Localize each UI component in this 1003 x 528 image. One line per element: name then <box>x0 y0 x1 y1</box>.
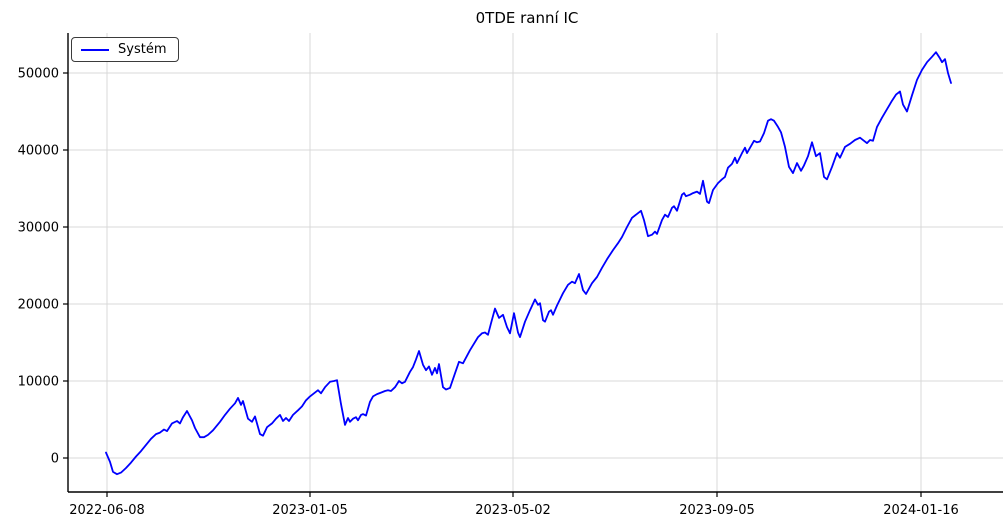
svg-text:2022-06-08: 2022-06-08 <box>69 503 145 518</box>
series-line <box>105 51 952 476</box>
legend-label: Systém <box>118 42 167 57</box>
svg-text:2023-01-05: 2023-01-05 <box>272 503 348 518</box>
svg-text:2023-05-02: 2023-05-02 <box>475 503 551 518</box>
svg-text:50000: 50000 <box>18 67 59 82</box>
svg-text:20000: 20000 <box>18 298 59 313</box>
x-tick-labels: 2022-06-08 2023-01-05 2023-05-02 2023-09-05… <box>69 503 959 518</box>
chart-title: 0TDE ranní IC <box>475 9 579 27</box>
gridlines <box>68 33 1003 492</box>
tick-marks <box>63 72 922 497</box>
axes-spines <box>67 33 1003 493</box>
svg-text:40000: 40000 <box>18 144 59 159</box>
svg-text:2024-01-16: 2024-01-16 <box>883 503 959 518</box>
svg-text:30000: 30000 <box>18 221 59 236</box>
legend: Systém <box>71 37 180 62</box>
y-tick-labels: 0 10000 20000 30000 40000 50000 <box>18 67 59 467</box>
legend-line-sample-icon <box>81 48 109 51</box>
svg-text:0: 0 <box>51 452 59 467</box>
svg-text:10000: 10000 <box>18 375 59 390</box>
svg-text:2023-09-05: 2023-09-05 <box>679 503 755 518</box>
